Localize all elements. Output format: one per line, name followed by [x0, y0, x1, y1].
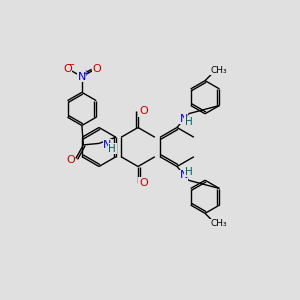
- Text: H: H: [184, 167, 192, 177]
- Text: N: N: [179, 170, 188, 181]
- Text: O: O: [92, 64, 101, 74]
- Text: +: +: [82, 69, 89, 78]
- Text: N: N: [179, 113, 188, 124]
- Text: O: O: [139, 178, 148, 188]
- Text: O: O: [139, 106, 148, 116]
- Text: CH₃: CH₃: [210, 219, 227, 228]
- Text: N: N: [78, 72, 86, 82]
- Text: −: −: [67, 60, 75, 70]
- Text: O: O: [63, 64, 72, 74]
- Text: N: N: [103, 140, 112, 150]
- Text: O: O: [66, 155, 75, 165]
- Text: H: H: [184, 117, 192, 127]
- Text: CH₃: CH₃: [210, 66, 227, 75]
- Text: H: H: [108, 144, 116, 154]
